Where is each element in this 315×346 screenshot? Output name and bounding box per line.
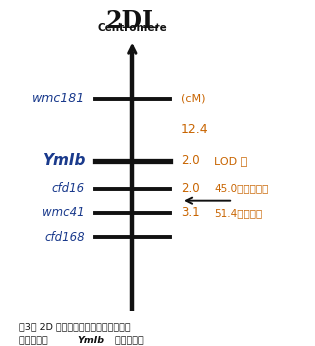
Text: cfd16: cfd16: [52, 182, 85, 195]
Text: 抗性遺伝子: 抗性遺伝子: [19, 336, 51, 345]
Text: 3.1: 3.1: [181, 206, 200, 219]
Text: 12.4: 12.4: [181, 123, 209, 136]
Text: wmc181: wmc181: [32, 92, 85, 105]
Text: 45.0（北海道）: 45.0（北海道）: [214, 184, 269, 193]
Text: 2.0: 2.0: [181, 182, 200, 195]
Text: Centromere: Centromere: [97, 23, 167, 33]
Text: 図3． 2D 染色体上のコムギ縞萎縮病抗: 図3． 2D 染色体上のコムギ縞萎縮病抗: [19, 322, 130, 331]
Text: の座乗位置: の座乗位置: [112, 336, 144, 345]
Text: (cM): (cM): [181, 94, 206, 103]
Text: LOD 値: LOD 値: [214, 156, 248, 166]
Text: cfd168: cfd168: [44, 230, 85, 244]
Text: 2DL: 2DL: [106, 9, 159, 33]
Text: 2.0: 2.0: [181, 154, 200, 167]
Text: YmIb: YmIb: [77, 336, 104, 345]
Text: 51.4（九州）: 51.4（九州）: [214, 208, 262, 218]
Text: wmc41: wmc41: [43, 206, 85, 219]
Text: YmIb: YmIb: [42, 153, 85, 169]
